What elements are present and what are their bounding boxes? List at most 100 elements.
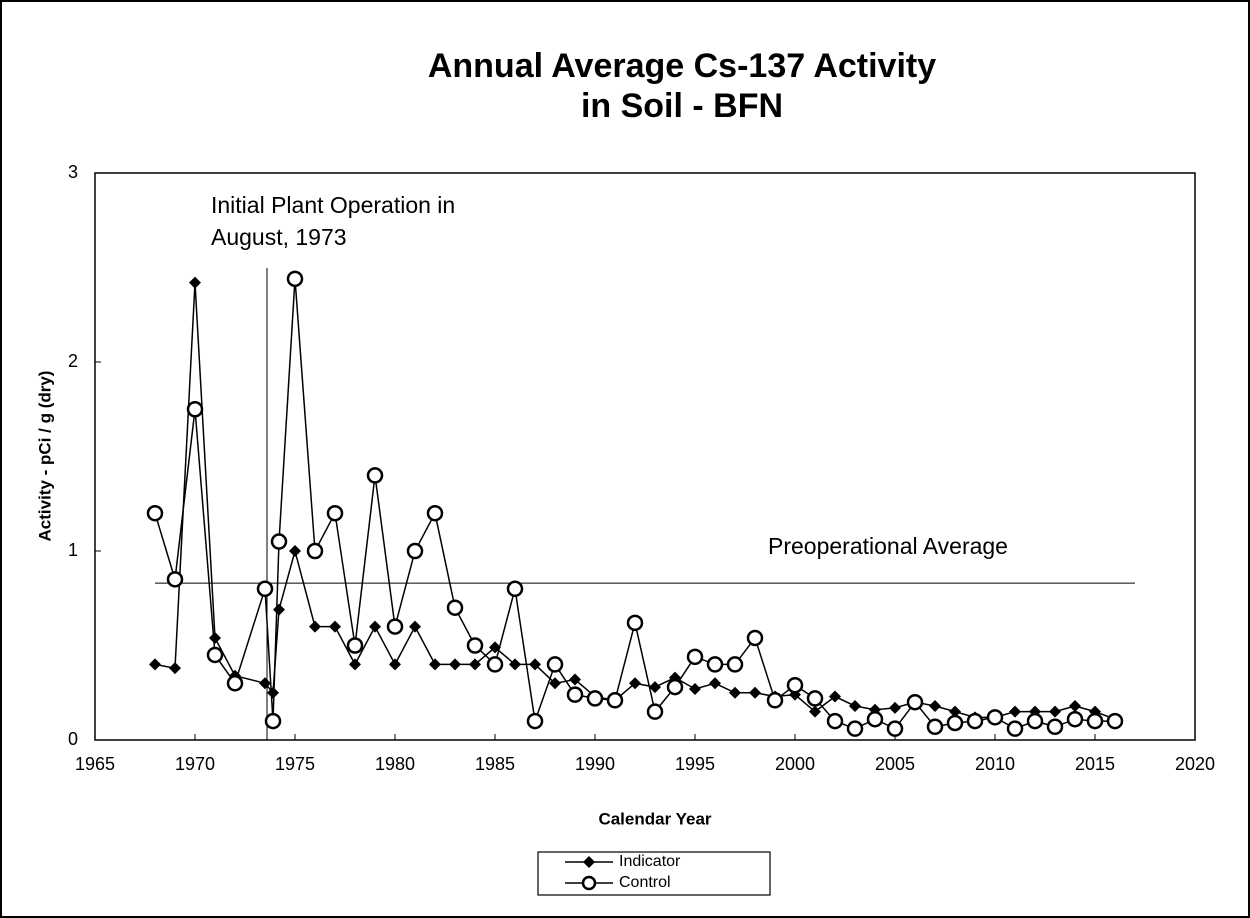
x-tick-label: 1990 [575,754,615,774]
marker [426,504,444,522]
marker [366,467,384,484]
marker [629,677,641,690]
marker [886,720,904,737]
series-line [154,278,1115,730]
marker [449,658,461,671]
y-tick-label: 1 [68,540,78,560]
marker [866,710,884,728]
marker [226,675,244,692]
marker [466,637,484,654]
marker [926,718,944,736]
x-axis-label: Calendar Year [598,809,711,828]
marker [1069,699,1081,712]
x-tick-label: 2015 [1075,754,1115,774]
marker [529,658,541,671]
marker [329,620,341,633]
marker [949,705,961,718]
marker [569,673,581,686]
annotation: August, 1973 [211,224,347,250]
legend-label: Control [619,874,671,891]
marker [166,571,184,588]
marker [256,580,274,598]
x-tick-label: 1975 [275,754,315,774]
marker [849,699,861,712]
marker [546,656,564,673]
marker [526,712,544,730]
marker [270,533,288,550]
y-tick-label: 3 [68,162,78,182]
marker [646,703,664,720]
marker [726,656,744,673]
annotation: Initial Plant Operation in [211,192,455,218]
marker [446,599,464,616]
marker [169,662,181,675]
marker [346,637,364,654]
marker [746,629,764,647]
marker [1066,710,1084,728]
marker [686,648,704,666]
marker [264,712,282,730]
marker [806,690,824,707]
legend-label: Indicator [619,853,681,870]
marker [829,690,841,703]
marker [273,603,285,616]
marker [286,270,304,288]
marker [1009,705,1021,718]
x-tick-label: 1965 [75,754,115,774]
y-axis-label: Activity - pCi / g (dry) [35,371,54,542]
marker [583,856,595,868]
marker [469,658,481,671]
marker [749,686,761,699]
marker [386,618,404,635]
marker [729,686,741,699]
marker [566,686,584,703]
marker [486,656,504,673]
marker [649,681,661,694]
marker [666,678,684,696]
marker [1086,712,1104,730]
marker [146,504,164,522]
marker [1106,712,1124,730]
marker [489,641,501,654]
marker [826,712,844,730]
marker [689,682,701,695]
marker [709,677,721,690]
marker [267,686,279,699]
marker [966,712,984,730]
marker [606,692,624,709]
marker [409,620,421,633]
marker [509,658,521,671]
marker [929,699,941,712]
marker [189,276,201,289]
marker [1049,705,1061,718]
marker [889,701,901,714]
marker [326,504,344,522]
marker [846,720,864,737]
marker [706,656,724,673]
chart-title: in Soil - BFN [581,87,783,125]
marker [309,620,321,633]
marker [986,709,1004,726]
x-tick-label: 1970 [175,754,215,774]
marker [549,677,561,690]
marker [186,401,204,418]
marker [369,620,381,633]
marker [766,692,784,709]
legend [537,851,771,896]
marker [946,714,964,732]
x-tick-label: 2020 [1175,754,1215,774]
x-tick-label: 1980 [375,754,415,774]
marker [1026,712,1044,730]
marker [809,705,821,718]
x-tick-label: 2010 [975,754,1015,774]
plot-area [94,172,1196,741]
marker [206,646,224,664]
marker [906,693,924,711]
annotation: Preoperational Average [768,533,1008,559]
marker [429,658,441,671]
marker [289,545,301,557]
marker [626,614,644,632]
marker [306,542,324,560]
marker [259,677,271,690]
